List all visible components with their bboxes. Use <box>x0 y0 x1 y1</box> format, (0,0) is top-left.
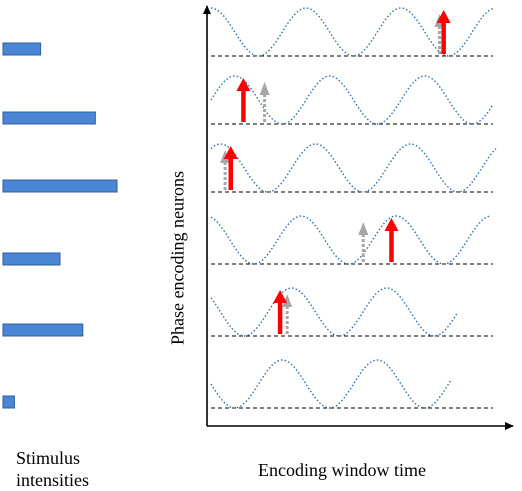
spike-arrow-head <box>384 218 399 231</box>
spike-arrow <box>223 146 238 190</box>
reference-arrow-head <box>282 294 293 307</box>
spike-arrow <box>273 290 288 334</box>
spike-arrow <box>236 78 251 122</box>
reference-arrow <box>358 222 369 262</box>
neuron-row-5 <box>210 287 493 337</box>
stimulus-bar-4 <box>2 252 61 266</box>
stimulus-bar-1 <box>2 42 42 56</box>
reference-arrow <box>259 82 270 122</box>
spike-arrow-head <box>273 290 288 303</box>
phase-wave <box>210 287 458 337</box>
stimulus-bar-6 <box>2 395 15 409</box>
phase-wave <box>210 359 452 409</box>
stimulus-bars <box>2 42 118 409</box>
phase-wave <box>210 7 494 57</box>
reference-arrow <box>282 294 293 334</box>
stimulus-bar-5 <box>2 323 84 337</box>
stimulus-intensities-caption: Stimulus intensities <box>16 447 126 491</box>
phase-wave <box>210 143 497 193</box>
stimulus-bar-2 <box>2 111 96 125</box>
spike-arrow <box>384 218 399 262</box>
phase-wave <box>210 215 491 265</box>
phase-wave <box>210 75 494 125</box>
neuron-row-3 <box>210 143 497 193</box>
spike-arrow-head <box>436 10 451 23</box>
spike-arrow-head <box>223 146 238 159</box>
neuron-row-6 <box>210 359 493 409</box>
neuron-row-2 <box>210 75 494 125</box>
neuron-row-1 <box>210 7 494 57</box>
stimulus-bar-3 <box>2 179 118 193</box>
stimulus-caption-line-2: intensities <box>16 470 89 490</box>
y-axis-label: Phase encoding neurons <box>167 171 188 345</box>
spike-arrow-head <box>236 78 251 91</box>
neuron-rows <box>210 7 497 409</box>
reference-arrow-head <box>259 82 270 95</box>
spike-arrow <box>436 10 451 54</box>
x-axis-label: Encoding window time <box>258 460 426 480</box>
reference-arrow-head <box>358 222 369 235</box>
stimulus-caption-line-1: Stimulus <box>16 448 81 468</box>
neuron-row-4 <box>210 215 493 265</box>
